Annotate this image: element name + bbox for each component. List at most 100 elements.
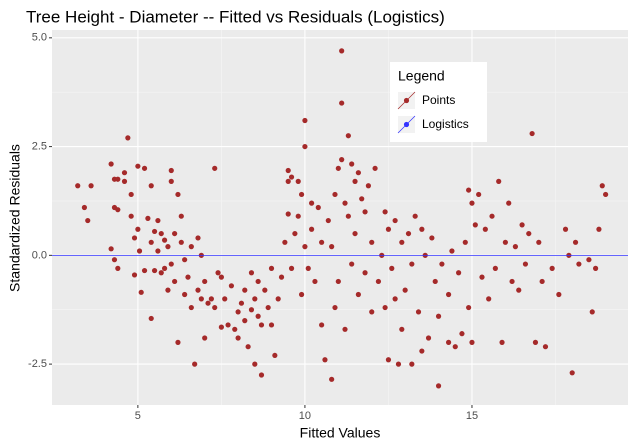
point [462, 239, 468, 245]
point [339, 48, 345, 54]
point [275, 296, 281, 302]
point [409, 361, 415, 367]
point [212, 304, 218, 311]
point [486, 296, 492, 302]
point [205, 300, 211, 306]
point [182, 291, 188, 298]
point [298, 191, 305, 198]
point [292, 230, 298, 237]
point [108, 246, 114, 252]
point [161, 265, 168, 271]
point [198, 296, 204, 302]
point [522, 261, 529, 267]
point [332, 304, 338, 311]
point [151, 267, 158, 274]
point [526, 230, 532, 237]
point [195, 235, 201, 241]
point [192, 361, 198, 367]
legend-key-point [403, 121, 410, 128]
point [322, 357, 328, 363]
point [339, 100, 345, 106]
point [302, 117, 308, 124]
point [372, 165, 378, 171]
point [382, 209, 388, 215]
point [148, 239, 154, 245]
point [589, 309, 595, 315]
point [425, 335, 432, 341]
point [435, 313, 442, 319]
point [556, 291, 562, 298]
point [549, 265, 555, 271]
x-tick-label: 5 [135, 410, 141, 422]
point [456, 270, 462, 276]
point [509, 278, 515, 285]
point [532, 339, 539, 345]
point [178, 239, 184, 245]
point [248, 307, 255, 313]
point [415, 309, 422, 315]
point [399, 326, 405, 332]
point [432, 278, 438, 285]
x-tick-label: 10 [299, 410, 311, 422]
point [282, 239, 288, 245]
y-tick-label: 2.5 [32, 140, 47, 152]
point [151, 228, 158, 235]
point [248, 270, 255, 276]
point [258, 322, 265, 328]
legend-label: Logistics [422, 117, 469, 131]
point [225, 322, 231, 328]
point [85, 217, 91, 224]
point [262, 287, 268, 293]
point [382, 304, 388, 311]
point [218, 324, 224, 330]
point [402, 287, 408, 293]
point [178, 213, 184, 219]
point [285, 167, 291, 174]
point [496, 178, 502, 184]
point [302, 143, 308, 150]
point [476, 191, 482, 198]
point [255, 278, 261, 285]
point [81, 204, 88, 211]
point [596, 226, 602, 232]
point [141, 267, 148, 274]
y-axis-title: Standardized Residuals [7, 144, 23, 292]
point [592, 265, 599, 271]
point [499, 339, 505, 345]
point [158, 270, 164, 276]
point [329, 376, 335, 382]
point [272, 352, 278, 359]
point [172, 230, 178, 237]
legend-key-point [403, 97, 410, 104]
point [445, 291, 452, 298]
point [115, 207, 121, 213]
point [222, 296, 228, 302]
point [278, 274, 285, 280]
point [392, 296, 398, 302]
point [298, 291, 305, 298]
point [385, 226, 392, 232]
point [359, 196, 365, 202]
point [335, 165, 341, 171]
point [385, 357, 392, 363]
point [165, 287, 171, 293]
point [492, 265, 498, 271]
point [168, 167, 174, 174]
point [466, 304, 472, 311]
point [138, 289, 144, 295]
point [125, 135, 131, 141]
point [339, 157, 345, 163]
point [419, 348, 425, 354]
point [502, 239, 508, 245]
point [309, 226, 315, 232]
point [215, 270, 221, 276]
point [155, 248, 161, 254]
point [252, 361, 258, 367]
point [329, 244, 335, 250]
point [242, 287, 248, 293]
point [245, 344, 251, 350]
point [355, 170, 361, 176]
point [319, 322, 325, 328]
point [115, 265, 121, 271]
point [519, 222, 525, 228]
